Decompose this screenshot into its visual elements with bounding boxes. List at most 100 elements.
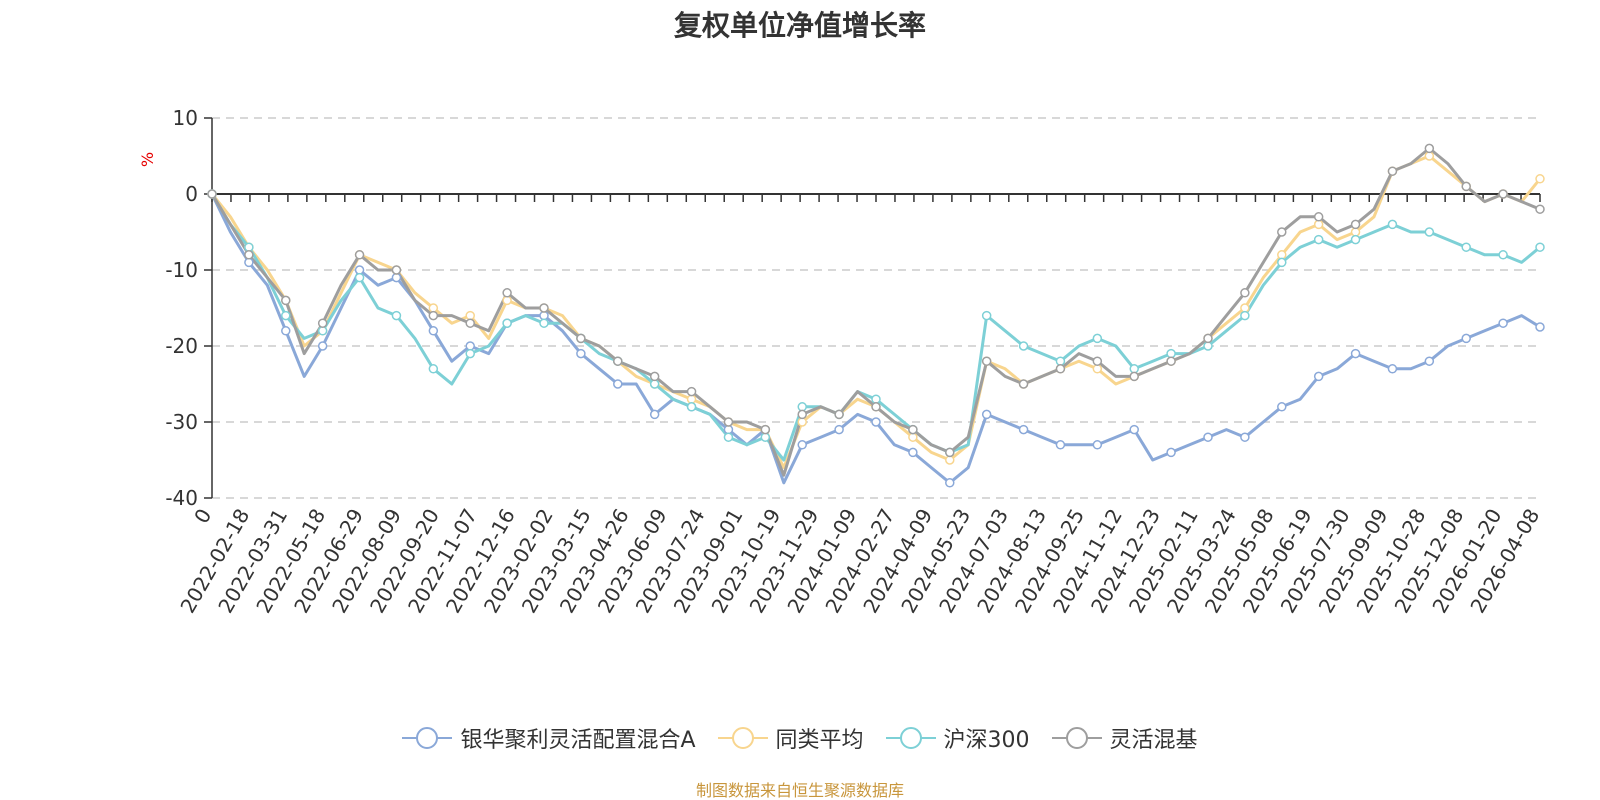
data-point [945, 447, 955, 458]
data-point [649, 371, 660, 382]
y-tick-label: -40 [165, 486, 198, 510]
data-point [1055, 440, 1066, 450]
data-point [834, 409, 844, 420]
data-point [317, 341, 328, 351]
data-point [760, 424, 771, 435]
legend: 银华聚利灵活配置混合A 同类平均 沪深300 灵活混基 [0, 722, 1600, 754]
data-point [1313, 219, 1324, 230]
data-point [871, 402, 881, 412]
data-point [1424, 151, 1435, 161]
data-point [1018, 379, 1029, 389]
data-point [1387, 166, 1398, 176]
data-point [1092, 356, 1103, 366]
data-point [1092, 440, 1103, 450]
legend-label: 沪深300 [943, 728, 1030, 753]
data-point [1092, 333, 1103, 344]
data-point [871, 417, 881, 427]
legend-line-circle-icon [885, 727, 936, 749]
y-tick-label: 10 [173, 106, 198, 130]
data-point [797, 409, 807, 420]
data-point [981, 356, 992, 366]
data-point [539, 303, 549, 313]
data-point [1498, 189, 1508, 199]
chart-title: 复权单位净值增长率 [673, 9, 926, 42]
data-point [354, 272, 365, 283]
grid-lines [212, 117, 1540, 499]
data-point [1461, 181, 1471, 192]
data-point [576, 348, 586, 359]
data-point [908, 432, 918, 442]
data-point [1166, 447, 1176, 458]
data-point [1129, 371, 1139, 382]
data-point [723, 417, 734, 427]
data-point [1498, 318, 1508, 328]
data-point [649, 379, 660, 389]
source-note: 制图数据来自恒生聚源数据库 [695, 781, 904, 800]
data-point [465, 310, 475, 321]
data-point [428, 364, 439, 374]
data-point [797, 417, 807, 427]
data-point [281, 326, 291, 336]
data-point [1350, 348, 1361, 359]
data-point [1240, 303, 1250, 313]
legend-item-peer-average[interactable]: 同类平均 [717, 722, 864, 754]
data-point [1424, 227, 1435, 237]
data-point [1535, 204, 1545, 214]
data-point [686, 402, 697, 412]
legend-label: 灵活混基 [1109, 728, 1198, 753]
data-point [981, 310, 992, 321]
data-point [613, 379, 623, 389]
data-point [244, 250, 254, 260]
legend-label: 银华聚利灵活配置混合A [460, 728, 696, 753]
data-point [244, 242, 254, 252]
data-point [1535, 242, 1545, 252]
data-point [1203, 333, 1213, 344]
series-markers [207, 143, 1545, 488]
y-tick-label: -20 [165, 334, 198, 358]
x-tick-label: 0 [189, 505, 216, 528]
legend-item-csi300[interactable]: 沪深300 [885, 722, 1030, 754]
data-point [465, 318, 475, 328]
data-point [871, 394, 881, 404]
data-point [428, 326, 439, 336]
data-point [1240, 310, 1250, 321]
data-point [281, 295, 291, 306]
data-point [1203, 341, 1213, 351]
y-tick-label: -10 [165, 258, 198, 282]
y-tick-label: 0 [185, 182, 198, 206]
data-point [391, 265, 402, 275]
data-point [354, 265, 365, 275]
data-point [1461, 333, 1471, 344]
data-point [428, 310, 439, 321]
data-point [1092, 364, 1103, 374]
data-point [207, 189, 217, 199]
legend-item-fund[interactable]: 银华聚利灵活配置混合A [402, 722, 696, 754]
data-point [354, 250, 365, 260]
legend-line-circle-icon [1051, 727, 1102, 749]
data-point [1461, 242, 1471, 252]
data-point [576, 333, 586, 344]
data-point [1350, 227, 1361, 237]
line-chart: 100-10-20-30-4002022-02-182022-03-312022… [165, 106, 1545, 617]
data-point [1387, 364, 1398, 374]
data-point [539, 318, 549, 328]
data-point [1240, 288, 1250, 298]
y-tick-label: -30 [165, 410, 198, 434]
data-point [1498, 250, 1508, 260]
data-point [1018, 424, 1029, 435]
data-point [1535, 322, 1545, 332]
axes: 100-10-20-30-4002022-02-182022-03-312022… [165, 106, 1544, 617]
data-point [686, 386, 697, 397]
data-point [797, 402, 807, 412]
data-point [502, 288, 512, 298]
legend-item-flexible-mixed[interactable]: 灵活混基 [1051, 722, 1198, 754]
data-point [1166, 348, 1176, 359]
data-point [1055, 356, 1066, 366]
data-point [834, 424, 844, 435]
data-point [1277, 227, 1287, 237]
data-point [465, 348, 475, 359]
data-point [1203, 432, 1213, 442]
data-point [981, 409, 992, 420]
legend-line-circle-icon [717, 727, 768, 749]
data-point [1424, 143, 1435, 154]
